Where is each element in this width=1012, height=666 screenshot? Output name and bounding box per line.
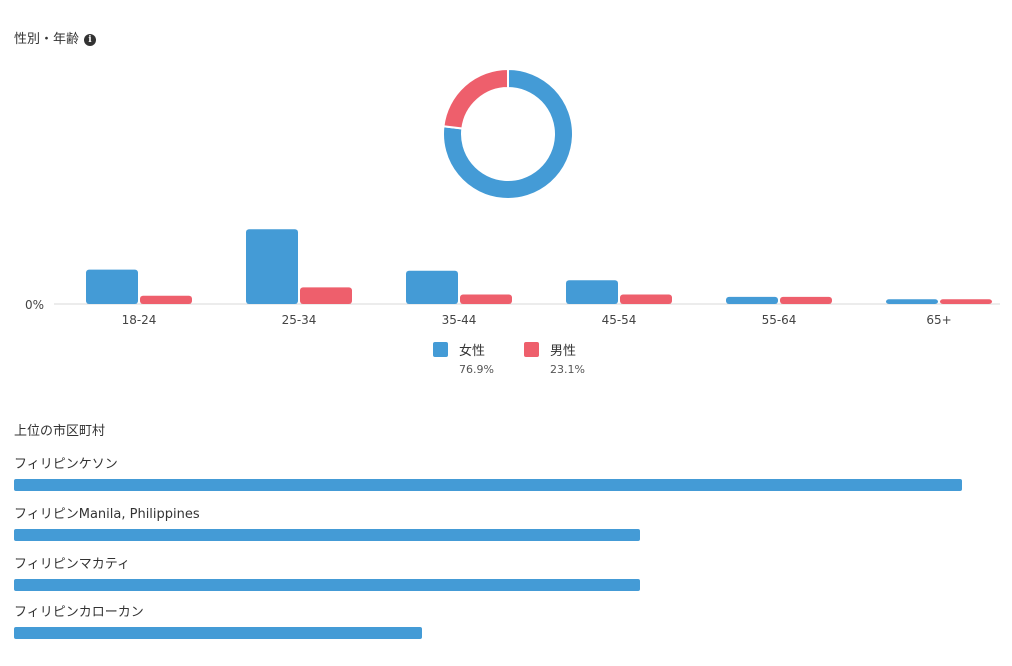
x-tick-label: 18-24 <box>122 313 157 327</box>
bar-female-35-44[interactable] <box>406 270 458 304</box>
legend-label-male: 男性 <box>550 344 577 359</box>
gender-age-title-text: 性別・年齢 <box>14 32 80 47</box>
city-name: フィリピンManila, Philippines <box>14 507 200 522</box>
bar-female-18-24[interactable] <box>86 269 138 304</box>
age-bar-chart: 0% 18-24 25-34 35-44 45-54 55-64 65+ <box>25 229 1000 327</box>
donut-slice-male[interactable] <box>442 67 509 130</box>
x-tick-label: 35-44 <box>442 313 477 327</box>
donut-slice-female[interactable] <box>442 67 574 200</box>
legend-swatch-male <box>524 342 539 357</box>
x-tick-label: 65+ <box>926 313 951 327</box>
city-name: フィリピンケソン <box>14 457 118 472</box>
bar-male-35-44[interactable] <box>460 294 512 305</box>
legend-swatch-female <box>433 342 448 357</box>
bar-female-65+[interactable] <box>886 299 938 304</box>
city-item: フィリピンManila, Philippines <box>14 506 640 541</box>
city-bar <box>14 479 962 491</box>
legend-item-female[interactable]: 女性 76.9% <box>433 340 494 376</box>
bar-female-25-34[interactable] <box>246 229 298 304</box>
bar-male-45-54[interactable] <box>620 294 672 305</box>
city-item: フィリピンマカティ <box>14 556 640 591</box>
y-tick-label: 0% <box>25 298 44 312</box>
bar-female-45-54[interactable] <box>566 280 618 304</box>
bar-male-55-64[interactable] <box>780 296 832 304</box>
info-icon[interactable]: i <box>84 34 97 46</box>
city-item: フィリピンカローカン <box>14 604 422 639</box>
city-name: フィリピンカローカン <box>14 605 144 620</box>
bar-male-65+[interactable] <box>940 299 992 304</box>
legend-label-female: 女性 <box>459 344 486 359</box>
city-bar <box>14 579 640 591</box>
city-bar <box>14 529 640 541</box>
x-tick-label: 25-34 <box>282 313 317 327</box>
bar-female-55-64[interactable] <box>726 296 778 304</box>
legend-percent-male: 23.1% <box>550 363 585 376</box>
gender-age-title: 性別・年齢 i <box>14 28 97 47</box>
bar-male-18-24[interactable] <box>140 295 192 304</box>
x-tick-label: 45-54 <box>602 313 637 327</box>
city-item: フィリピンケソン <box>14 456 962 491</box>
gender-donut-chart <box>442 67 574 200</box>
legend-percent-female: 76.9% <box>459 363 494 376</box>
x-tick-label: 55-64 <box>762 313 797 327</box>
city-bar <box>14 627 422 639</box>
top-cities-title: 上位の市区町村 <box>14 424 106 439</box>
bar-male-25-34[interactable] <box>300 287 352 304</box>
legend-item-male[interactable]: 男性 23.1% <box>524 340 585 376</box>
city-name: フィリピンマカティ <box>14 557 130 572</box>
